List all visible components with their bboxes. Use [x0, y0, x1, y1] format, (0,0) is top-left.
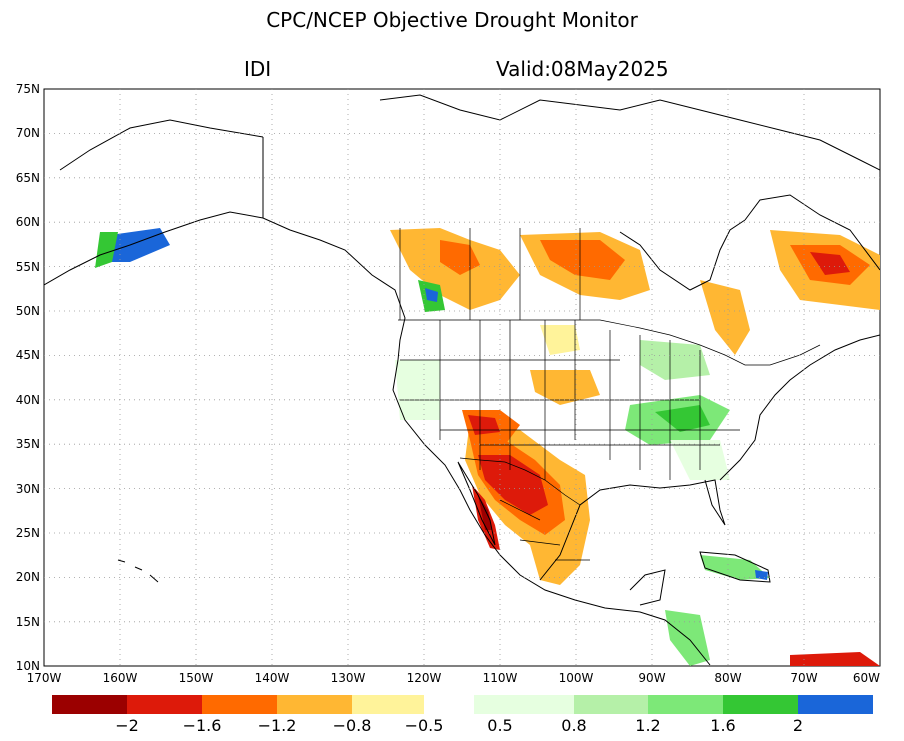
- colorbar-swatch: [202, 695, 277, 714]
- hudson-bay: [619, 219, 746, 291]
- labrador: [744, 194, 880, 271]
- map-content: [44, 89, 880, 666]
- gulf-coast: [539, 479, 726, 581]
- colorbar-swatch: [352, 695, 424, 714]
- lon-tick: 120W: [407, 671, 442, 685]
- shade-plains: [530, 370, 600, 405]
- lon-tick: 160W: [103, 671, 138, 685]
- lat-tick: 10N: [16, 659, 40, 673]
- shade-great-lakes: [640, 340, 710, 380]
- colorbar-swatch: [574, 695, 648, 714]
- shade-quebec-core: [810, 252, 850, 275]
- shade-alaska-blue: [110, 228, 170, 262]
- yucatan: [629, 569, 666, 606]
- hawaii: [117, 559, 159, 583]
- lat-tick: 40N: [16, 393, 40, 407]
- colorbar: −2 −1.6 −1.2 −0.8 −0.5 0.5 0.8 1.2 1.6 2: [52, 695, 873, 735]
- shade-west-light: [395, 360, 440, 420]
- colorbar-label: −2: [115, 716, 139, 735]
- lon-tick: 80W: [714, 671, 741, 685]
- us-canada-border: [398, 319, 821, 366]
- lat-labels: 75N 70N 65N 60N 55N 50N 45N 40N 35N 30N …: [16, 82, 40, 673]
- colorbar-swatch: [52, 695, 127, 714]
- lon-tick: 170W: [27, 671, 62, 685]
- lon-tick: 90W: [638, 671, 665, 685]
- shade-venezuela: [790, 652, 880, 666]
- graticule: [44, 89, 880, 666]
- lat-tick: 45N: [16, 348, 40, 362]
- canada-provinces: [399, 228, 581, 320]
- shade-alaska-green: [95, 232, 118, 268]
- shade-canada-central-dark: [540, 240, 625, 280]
- shade-canada-east: [700, 280, 750, 355]
- lon-tick: 60W: [853, 671, 880, 685]
- arctic-islands: [379, 94, 880, 171]
- colorbar-swatch: [723, 695, 798, 714]
- lat-tick: 55N: [16, 260, 40, 274]
- lon-labels: 170W 160W 150W 140W 130W 120W 110W 100W …: [27, 671, 881, 685]
- colorbar-label: 0.5: [487, 716, 512, 735]
- colorbar-swatch: [277, 695, 352, 714]
- variable-label: IDI: [244, 57, 272, 81]
- colorbar-swatch: [127, 695, 202, 714]
- colorbar-label: −1.6: [183, 716, 222, 735]
- colorbar-label: 2: [793, 716, 803, 735]
- mexico-states: [499, 499, 590, 561]
- shade-ohio-core: [655, 405, 710, 432]
- lat-tick: 30N: [16, 482, 40, 496]
- lat-tick: 75N: [16, 82, 40, 96]
- east-coast: [719, 334, 880, 481]
- lon-tick: 130W: [331, 671, 366, 685]
- lon-tick: 150W: [179, 671, 214, 685]
- map-title: CPC/NCEP Objective Drought Monitor: [266, 8, 638, 32]
- baja: [457, 461, 496, 546]
- lat-tick: 60N: [16, 215, 40, 229]
- colorbar-swatch: [798, 695, 873, 714]
- lon-tick: 140W: [255, 671, 290, 685]
- shade-midwest-dry: [540, 325, 580, 355]
- lat-tick: 15N: [16, 615, 40, 629]
- colorbar-swatch: [648, 695, 723, 714]
- colorbar-label: −0.5: [405, 716, 444, 735]
- lon-tick: 70W: [790, 671, 817, 685]
- valid-date: Valid:08May2025: [496, 57, 669, 81]
- map-frame: [43, 88, 881, 667]
- colorbar-label: 1.2: [635, 716, 660, 735]
- lat-tick: 50N: [16, 304, 40, 318]
- lat-tick: 20N: [16, 570, 40, 584]
- shade-bc-blue: [425, 288, 438, 302]
- cuba-outline: [699, 551, 771, 583]
- shade-mexico-extreme: [478, 455, 548, 515]
- lat-tick: 25N: [16, 526, 40, 540]
- colorbar-label: 0.8: [561, 716, 586, 735]
- colorbar-label: −1.2: [258, 716, 297, 735]
- alaska-north: [59, 119, 264, 171]
- colorbar-swatch: [424, 695, 474, 714]
- lat-tick: 70N: [16, 126, 40, 140]
- shading-layer: [95, 228, 880, 666]
- lat-tick: 35N: [16, 437, 40, 451]
- colorbar-label: 1.6: [710, 716, 735, 735]
- colorbar-swatch: [474, 695, 574, 714]
- shade-baja-core: [478, 495, 492, 530]
- lat-tick: 65N: [16, 171, 40, 185]
- shade-cuba: [700, 555, 770, 580]
- lon-tick: 100W: [559, 671, 594, 685]
- lon-tick: 110W: [483, 671, 518, 685]
- colorbar-label: −0.8: [333, 716, 372, 735]
